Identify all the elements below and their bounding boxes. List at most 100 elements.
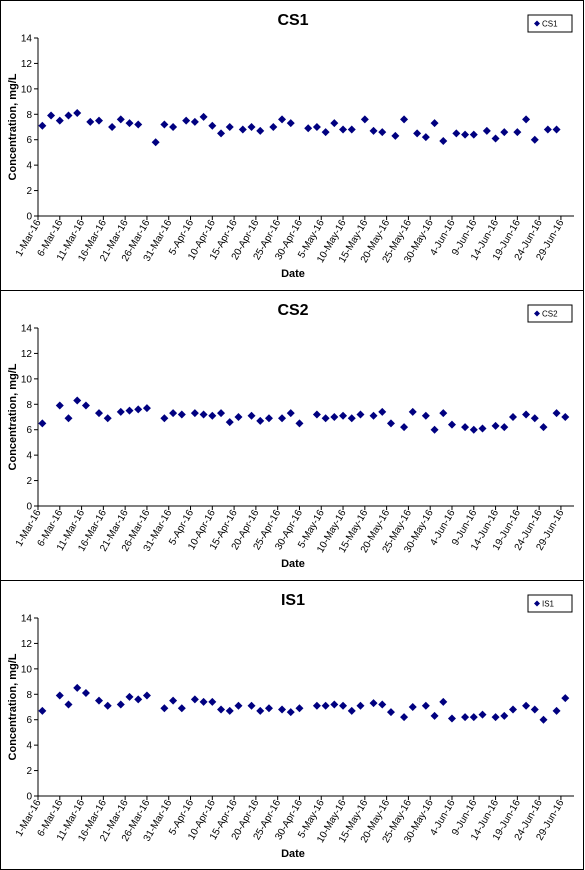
data-point xyxy=(238,125,247,134)
y-tick-label: 2 xyxy=(26,476,32,487)
data-point xyxy=(73,683,82,692)
data-point xyxy=(543,125,552,134)
chart-title: IS1 xyxy=(281,592,305,609)
data-point xyxy=(225,123,234,131)
y-axis-label: Concentration, mg/L xyxy=(7,653,19,760)
data-point xyxy=(95,696,104,705)
data-point xyxy=(134,695,143,704)
data-point xyxy=(103,414,112,423)
y-axis-label: Concentration, mg/L xyxy=(7,73,19,180)
data-point xyxy=(421,411,430,420)
data-point xyxy=(225,418,234,427)
data-point xyxy=(508,413,517,421)
data-point xyxy=(321,701,330,710)
data-point xyxy=(360,115,369,124)
data-point xyxy=(469,130,478,139)
data-point xyxy=(286,119,295,128)
y-tick-label: 14 xyxy=(21,324,33,335)
data-point xyxy=(151,138,160,147)
data-point xyxy=(339,411,348,420)
data-point xyxy=(330,413,339,421)
data-point xyxy=(378,128,387,137)
data-point xyxy=(339,125,348,134)
data-point xyxy=(561,413,570,421)
data-point xyxy=(321,414,330,423)
y-tick-label: 8 xyxy=(26,690,32,701)
data-point xyxy=(208,697,217,706)
data-point xyxy=(64,111,73,120)
data-point xyxy=(256,416,265,425)
data-point xyxy=(125,119,134,128)
data-point xyxy=(508,705,517,714)
data-point xyxy=(347,125,356,134)
data-point xyxy=(500,128,509,137)
data-point xyxy=(81,401,90,410)
chart-panel-is1: IS1 0 2 4 6 8 10 12 14 1-Mar-16 6-Mar-16 11-Mar-16 1… xyxy=(0,580,584,870)
data-point xyxy=(55,116,64,125)
data-point xyxy=(500,711,509,720)
data-point xyxy=(182,116,191,125)
y-tick-label: 10 xyxy=(21,84,33,95)
data-point xyxy=(304,124,313,133)
data-point xyxy=(55,401,64,410)
y-tick-label: 8 xyxy=(26,400,32,411)
data-point xyxy=(312,123,321,131)
data-point xyxy=(539,423,548,432)
data-point xyxy=(190,117,199,126)
data-point xyxy=(134,405,143,414)
y-tick-label: 4 xyxy=(26,451,32,462)
x-axis-label: Date xyxy=(281,848,305,860)
data-point xyxy=(278,414,287,423)
data-point xyxy=(482,126,491,135)
chart-cs1: CS1024681012141-Mar-166-Mar-1611-Mar-161… xyxy=(7,12,574,280)
y-tick-label: 12 xyxy=(21,349,33,360)
data-point xyxy=(421,133,430,142)
data-point xyxy=(169,409,178,418)
data-point xyxy=(125,406,134,415)
y-tick-label: 14 xyxy=(21,614,33,625)
data-point xyxy=(439,409,448,418)
data-point xyxy=(64,414,73,423)
data-point xyxy=(378,700,387,709)
data-point xyxy=(177,704,186,713)
data-point xyxy=(491,713,500,722)
data-point xyxy=(208,121,217,130)
legend-label: IS1 xyxy=(542,600,555,609)
x-axis-label: Date xyxy=(281,268,305,280)
data-point xyxy=(108,123,117,131)
y-tick-label: 6 xyxy=(26,135,32,146)
data-point xyxy=(400,423,409,432)
data-point xyxy=(295,704,304,713)
data-point xyxy=(55,691,64,700)
chart-panel-cs1: CS1 0 2 4 6 8 10 12 14 1-Mar-16 6-Mar-16 11-Mar-16 1… xyxy=(0,0,584,292)
data-point xyxy=(461,713,470,722)
y-tick-label: 10 xyxy=(21,374,33,385)
x-axis-label: Date xyxy=(281,558,305,570)
data-point xyxy=(160,414,169,423)
data-point xyxy=(199,697,208,706)
y-tick-label: 2 xyxy=(26,766,32,777)
data-point xyxy=(430,425,439,434)
data-point xyxy=(369,126,378,135)
data-point xyxy=(47,111,56,120)
data-point xyxy=(330,700,339,709)
data-point xyxy=(339,701,348,710)
data-point xyxy=(286,409,295,418)
chart-title: CS1 xyxy=(277,12,308,29)
data-point xyxy=(125,692,134,701)
data-point xyxy=(247,123,256,131)
data-point xyxy=(491,421,500,430)
data-point xyxy=(278,705,287,714)
legend-label: CS2 xyxy=(542,310,558,319)
legend-label: CS1 xyxy=(542,20,558,29)
y-tick-label: 6 xyxy=(26,425,32,436)
data-point xyxy=(447,714,456,723)
data-point xyxy=(522,115,531,124)
data-point xyxy=(103,701,112,710)
data-point xyxy=(491,134,500,143)
data-point xyxy=(256,706,265,715)
data-point xyxy=(199,112,208,121)
data-point xyxy=(199,410,208,419)
data-point xyxy=(247,701,256,710)
